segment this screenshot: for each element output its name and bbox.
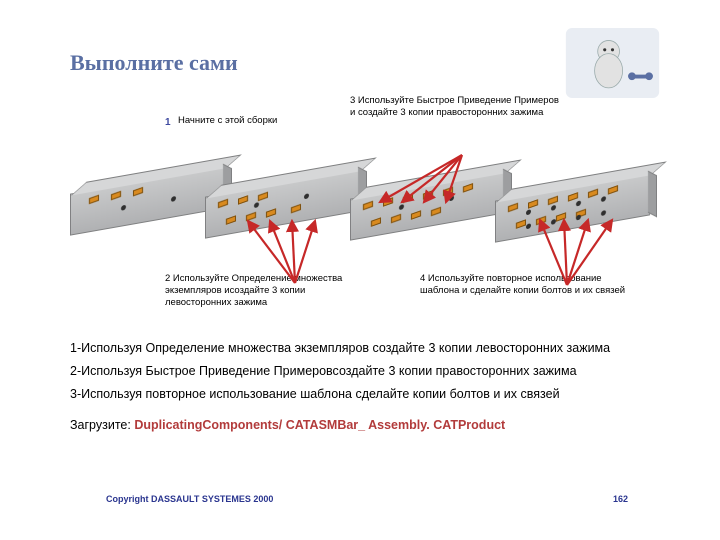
instruction-row: 3-Используя повторное использование шабл…: [70, 386, 650, 403]
arrow-line: [295, 221, 315, 283]
instruction-list: 1-Используя Определение множества экземп…: [70, 340, 650, 409]
slide-title: Выполните сами: [70, 50, 238, 76]
mascot-icon: [565, 28, 660, 98]
diagram-area: 1 Начните с этой сборки 3 Используйте Бы…: [70, 125, 640, 295]
arrow-line: [567, 220, 612, 285]
arrow-line: [564, 220, 567, 285]
arrows-overlay: [70, 125, 670, 325]
arrow-line: [424, 155, 462, 202]
instruction-row: 1-Используя Определение множества экземп…: [70, 340, 650, 357]
caption-step3: 3 Используйте Быстрое Приведение Примеро…: [350, 95, 560, 119]
load-path: DuplicatingComponents/ CATASMBar_ Assemb…: [134, 418, 505, 432]
arrow-line: [567, 220, 588, 285]
footer-copyright: Copyright DASSAULT SYSTEMES 2000: [106, 494, 273, 504]
arrow-line: [270, 221, 295, 283]
slide: Выполните сами 1 Начните с этой сборки 3…: [0, 0, 720, 540]
footer-page-number: 162: [613, 494, 628, 504]
arrow-line: [248, 221, 295, 283]
arrow-line: [540, 220, 567, 285]
arrow-line: [292, 221, 295, 283]
arrow-line: [380, 155, 462, 202]
load-lead: Загрузите:: [70, 418, 134, 432]
load-line: Загрузите: DuplicatingComponents/ CATASM…: [70, 418, 505, 432]
instruction-row: 2-Используя Быстрое Приведение Примеровс…: [70, 363, 650, 380]
